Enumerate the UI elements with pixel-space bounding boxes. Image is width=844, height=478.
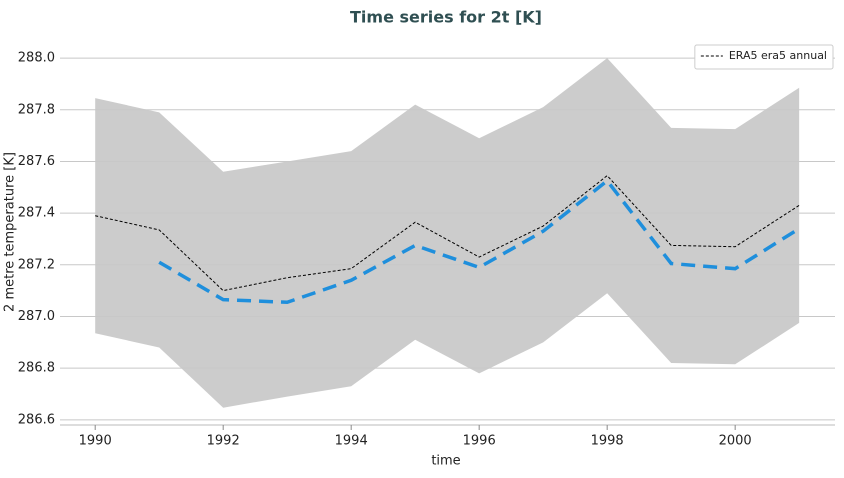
legend-label: ERA5 era5 annual — [729, 49, 827, 62]
x-tick-label: 2000 — [719, 434, 752, 449]
y-tick-label: 287.0 — [18, 309, 55, 324]
y-axis-label: 2 metre temperature [K] — [3, 152, 18, 312]
y-tick-label: 287.8 — [18, 102, 55, 117]
range-band — [95, 58, 800, 408]
chart-title: Time series for 2t [K] — [350, 8, 542, 27]
x-tick-label: 1994 — [335, 434, 368, 449]
x-tick-label: 1990 — [79, 434, 112, 449]
y-tick-label: 287.4 — [18, 206, 55, 221]
y-tick-label: 286.8 — [18, 361, 55, 376]
y-tick-label: 288.0 — [18, 51, 55, 66]
x-tick-label: 1992 — [207, 434, 240, 449]
x-axis-label: time — [431, 454, 460, 469]
legend: ERA5 era5 annual — [694, 44, 834, 70]
x-tick-label: 1998 — [591, 434, 624, 449]
x-tick-label: 1996 — [463, 434, 496, 449]
y-tick-label: 287.2 — [18, 257, 55, 272]
legend-box — [694, 44, 834, 70]
y-tick-label: 287.6 — [18, 154, 55, 169]
y-tick-label: 286.6 — [18, 412, 55, 427]
series-line — [158, 178, 801, 305]
